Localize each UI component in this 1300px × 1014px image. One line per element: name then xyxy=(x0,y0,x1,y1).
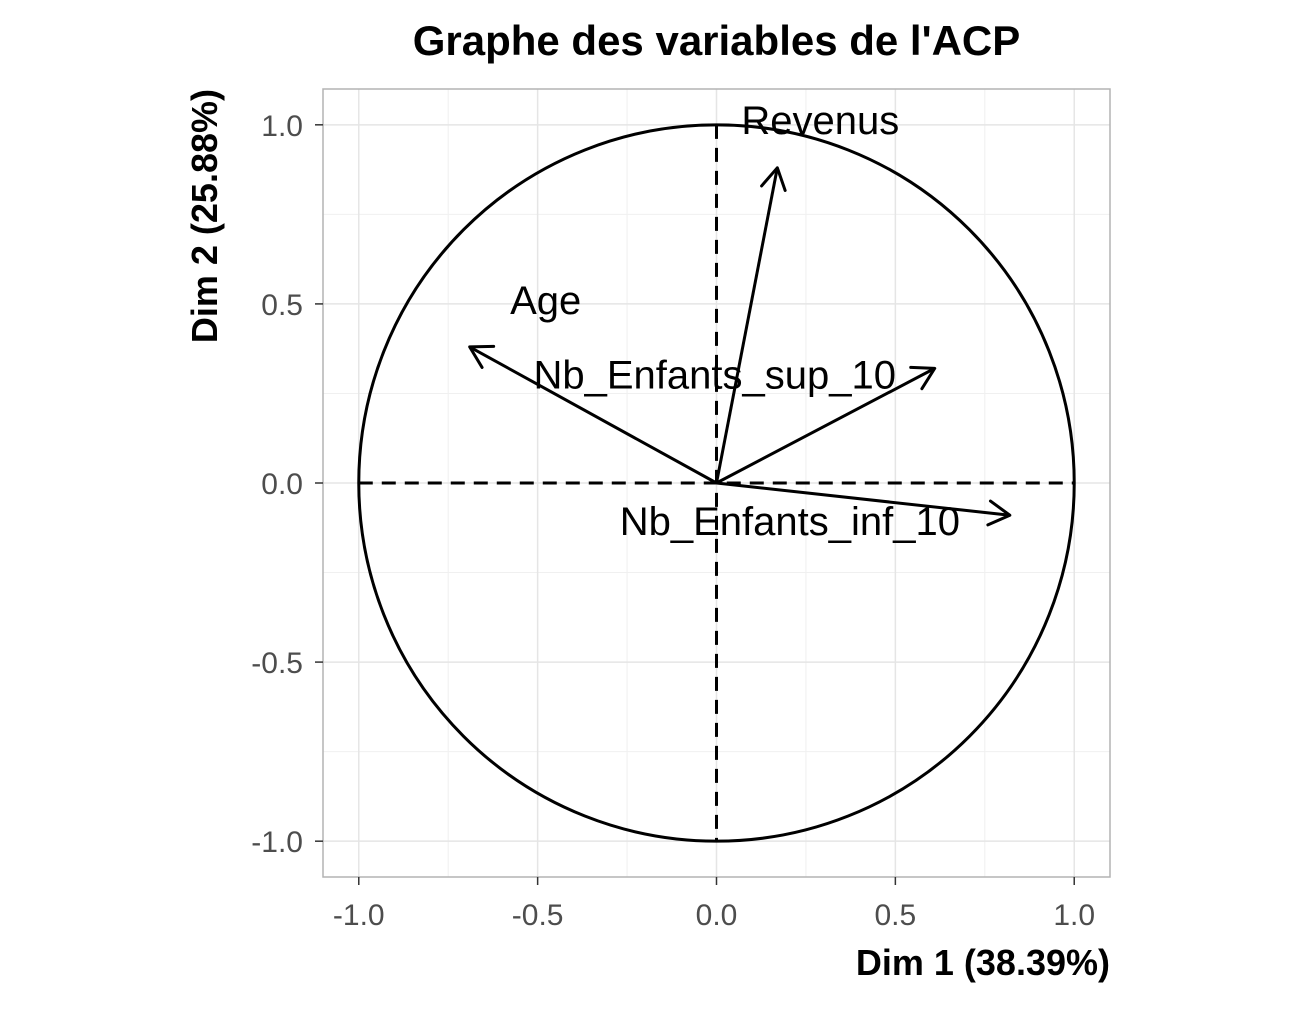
arrow-nb-enfants-inf-10 xyxy=(716,481,1012,527)
variable-label-age: Age xyxy=(510,279,581,323)
arrow-revenus xyxy=(715,166,787,484)
y-axis-title: Dim 2 (25.88%) xyxy=(184,89,225,343)
x-tick-label: 0.5 xyxy=(875,899,917,932)
variable-label-nb-enfants-inf-10: Nb_Enfants_inf_10 xyxy=(620,500,960,544)
arrow-head xyxy=(468,344,496,369)
circle-layer xyxy=(357,123,1076,843)
x-tick-label: -0.5 xyxy=(512,899,564,932)
y-tick-label: 1.0 xyxy=(261,110,303,143)
arrow-layer xyxy=(468,166,1012,527)
y-tick-label: 0.5 xyxy=(261,289,303,322)
variable-label-revenus: Revenus xyxy=(741,99,899,143)
x-tick-label: 0.0 xyxy=(696,899,738,932)
arrow-nb-enfants-sup-10 xyxy=(715,365,937,485)
x-axis-title: Dim 1 (38.39%) xyxy=(856,942,1110,983)
arrow-shaft xyxy=(716,481,1011,517)
arrow-shaft xyxy=(715,367,936,485)
arrow-shaft xyxy=(468,345,718,485)
x-tick-label: -1.0 xyxy=(333,899,385,932)
arrow-shaft xyxy=(715,167,779,484)
arrow-age xyxy=(468,344,718,485)
arrow-head xyxy=(760,166,787,192)
x-tick-label: 1.0 xyxy=(1053,899,1095,932)
chart-title: Graphe des variables de l'ACP xyxy=(413,17,1021,64)
arrow-head xyxy=(986,499,1012,527)
correlation-circle xyxy=(357,123,1076,843)
y-tick-label: -0.5 xyxy=(251,647,303,680)
arrow-head xyxy=(909,365,937,391)
y-tick-label: -1.0 xyxy=(251,826,303,859)
variable-label-nb-enfants-sup-10: Nb_Enfants_sup_10 xyxy=(533,353,896,397)
label-layer: Revenus Age Nb_Enfants_sup_10 Nb_Enfants_in… xyxy=(510,99,960,544)
y-tick-label: 0.0 xyxy=(261,468,303,501)
tick-layer: -1.0 -0.5 0.0 0.5 1.0 -1.0 -0.5 0.0 0.5 1.0 xyxy=(251,110,1095,932)
